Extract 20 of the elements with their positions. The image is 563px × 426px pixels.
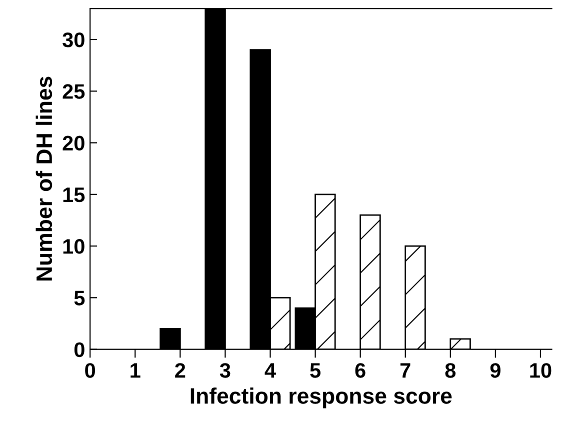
x-tick-label: 1 (130, 363, 140, 378)
x-tick-label: 6 (355, 363, 366, 378)
y-tick-label: 0 (74, 342, 84, 358)
x-tick-label: 8 (445, 363, 456, 378)
y-tick-label: 15 (63, 188, 85, 202)
y-tick-label: 25 (62, 84, 85, 99)
y-tick-label: 30 (62, 32, 84, 48)
y-tick-label: 10 (63, 239, 84, 254)
x-tick-label: 0 (85, 363, 96, 378)
x-tick-label: 9 (490, 363, 500, 378)
y-axis-title: Number of DH lines (36, 76, 52, 281)
x-tick-label: 3 (220, 363, 230, 378)
x-tick-label: 10 (530, 363, 552, 378)
x-tick-label: 7 (400, 363, 410, 378)
y-tick-label: 20 (62, 136, 84, 151)
x-axis-title: Infection response score (190, 387, 452, 408)
x-tick-label: 4 (264, 363, 276, 378)
x-tick-label: 5 (310, 363, 320, 378)
y-tick-label: 5 (74, 290, 85, 306)
x-tick-label: 2 (175, 363, 186, 378)
